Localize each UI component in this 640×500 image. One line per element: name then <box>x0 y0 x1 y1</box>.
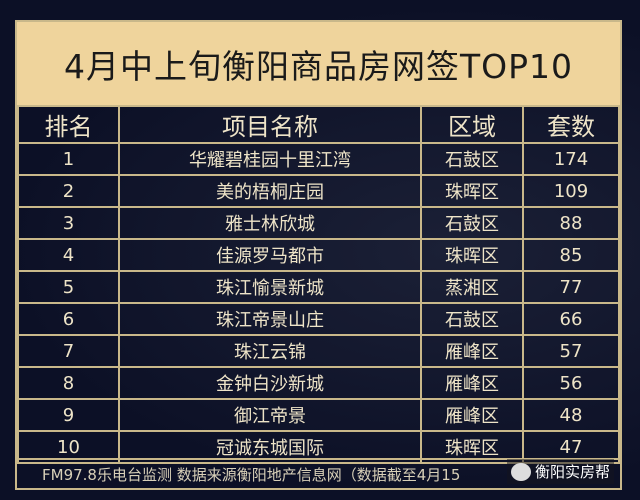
cell-units: 109 <box>522 174 620 208</box>
cell-district: 雁峰区 <box>420 334 524 368</box>
cell-district: 雁峰区 <box>420 366 524 400</box>
cell-rank: 3 <box>17 206 120 240</box>
cell-rank: 7 <box>17 334 120 368</box>
col-district: 区域 <box>420 105 524 144</box>
cell-project-name: 珠江愉景新城 <box>118 270 422 304</box>
cell-rank: 9 <box>17 398 120 432</box>
page-title: 4月中上旬衡阳商品房网签TOP10 <box>17 22 620 105</box>
cell-project-name: 珠江帝景山庄 <box>118 302 422 336</box>
table-row: 2 美的梧桐庄园 珠晖区 109 <box>17 174 620 208</box>
cell-rank: 4 <box>17 238 120 272</box>
cell-district: 雁峰区 <box>420 398 524 432</box>
cell-units: 174 <box>522 142 620 176</box>
cell-units: 56 <box>522 366 620 400</box>
cell-project-name: 佳源罗马都市 <box>118 238 422 272</box>
watermark-text: 衡阳实房帮 <box>534 463 610 481</box>
table-row: 4 佳源罗马都市 珠晖区 85 <box>17 238 620 272</box>
cell-district: 珠晖区 <box>420 174 524 208</box>
cell-project-name: 珠江云锦 <box>118 334 422 368</box>
ranking-table: 排名 项目名称 区域 套数 1 华耀碧桂园十里江湾 石鼓区 174 2 美的梧桐庄园 珠晖区… <box>17 105 620 464</box>
cell-project-name: 华耀碧桂园十里江湾 <box>118 142 422 176</box>
cell-units: 85 <box>522 238 620 272</box>
cell-project-name: 美的梧桐庄园 <box>118 174 422 208</box>
watermark: 衡阳实房帮 <box>506 459 614 484</box>
table-row: 3 雅士林欣城 石鼓区 88 <box>17 206 620 240</box>
table-row: 7 珠江云锦 雁峰区 57 <box>17 334 620 368</box>
ranking-table-card: 4月中上旬衡阳商品房网签TOP10 排名 项目名称 区域 套数 1 华耀碧桂园十里… <box>15 20 622 490</box>
cell-district: 蒸湘区 <box>420 270 524 304</box>
cell-project-name: 雅士林欣城 <box>118 206 422 240</box>
cell-rank: 5 <box>17 270 120 304</box>
cell-project-name: 御江帝景 <box>118 398 422 432</box>
cell-rank: 1 <box>17 142 120 176</box>
table-row: 6 珠江帝景山庄 石鼓区 66 <box>17 302 620 336</box>
cell-rank: 8 <box>17 366 120 400</box>
cell-district: 石鼓区 <box>420 206 524 240</box>
cell-rank: 2 <box>17 174 120 208</box>
cell-district: 石鼓区 <box>420 302 524 336</box>
cell-units: 88 <box>522 206 620 240</box>
col-project: 项目名称 <box>118 105 422 144</box>
table-row: 9 御江帝景 雁峰区 48 <box>17 398 620 432</box>
table-header: 排名 项目名称 区域 套数 <box>17 105 620 144</box>
table-row: 5 珠江愉景新城 蒸湘区 77 <box>17 270 620 304</box>
wechat-icon <box>510 462 531 481</box>
cell-units: 57 <box>522 334 620 368</box>
col-units: 套数 <box>522 105 620 144</box>
cell-district: 石鼓区 <box>420 142 524 176</box>
cell-units: 77 <box>522 270 620 304</box>
cell-district: 珠晖区 <box>420 238 524 272</box>
table-row: 1 华耀碧桂园十里江湾 石鼓区 174 <box>17 142 620 176</box>
cell-project-name: 金钟白沙新城 <box>118 366 422 400</box>
cell-rank: 6 <box>17 302 120 336</box>
cell-units: 48 <box>522 398 620 432</box>
source-note: FM97.8乐电台监测 数据来源衡阳地产信息网（数据截至4月15 <box>17 458 620 488</box>
cell-units: 66 <box>522 302 620 336</box>
table-row: 8 金钟白沙新城 雁峰区 56 <box>17 366 620 400</box>
col-rank: 排名 <box>17 105 120 144</box>
